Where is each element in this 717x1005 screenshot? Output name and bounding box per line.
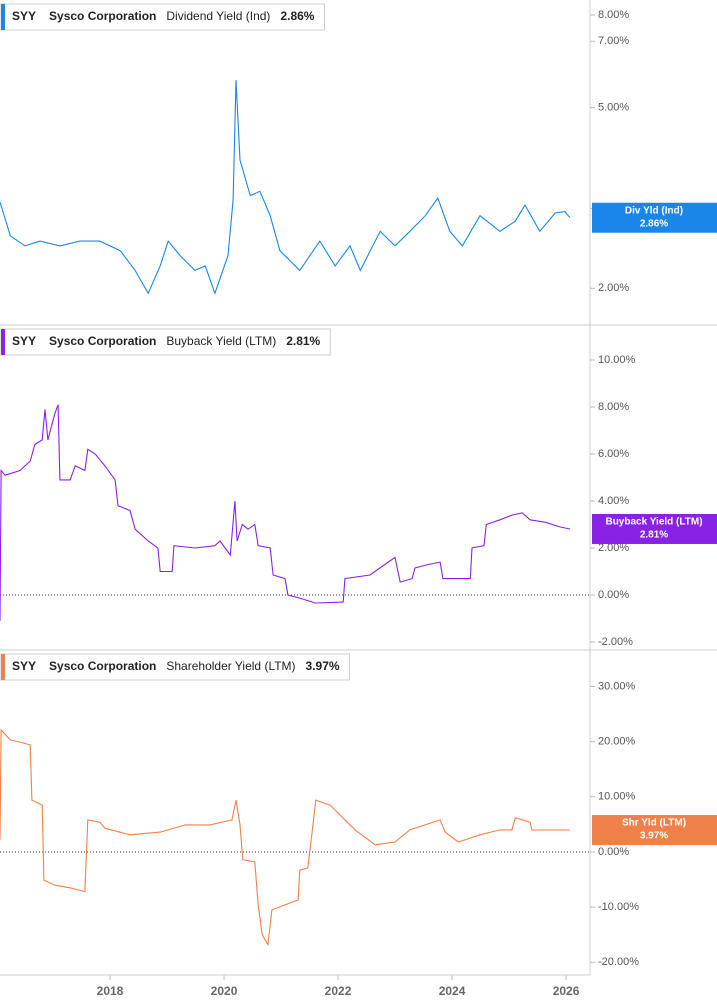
legend-value: 2.81% (286, 334, 320, 348)
y-tick-label: 0.00% (598, 846, 629, 858)
legend-company: Sysco Corporation (49, 9, 156, 23)
value-badge (592, 513, 717, 544)
legend-metric: Dividend Yield (Ind) (166, 9, 270, 23)
y-tick-label: 20.00% (598, 736, 636, 748)
legend: SYY Sysco Corporation Shareholder Yield (L… (0, 653, 351, 681)
legend: SYY Sysco Corporation Dividend Yield (Ind)… (0, 3, 325, 31)
badge-value: 2.86% (640, 218, 668, 229)
y-tick-label: 4.00% (598, 495, 629, 507)
value-badge (592, 815, 717, 846)
y-tick-label: -10.00% (598, 901, 639, 913)
badge-name: Buyback Yield (LTM) (605, 517, 702, 528)
y-tick-label: 30.00% (598, 680, 636, 692)
x-tick-label: 2022 (325, 984, 352, 998)
badge-value: 2.81% (640, 530, 668, 541)
legend-ticker: SYY (12, 659, 36, 673)
badge-name: Div Yld (Ind) (625, 205, 683, 216)
y-tick-label: 8.00% (598, 401, 629, 413)
y-tick-label: -2.00% (598, 636, 633, 648)
y-tick-label: 2.00% (598, 542, 629, 554)
y-tick-label: 5.00% (598, 102, 629, 114)
line-series (0, 80, 571, 295)
y-tick-label: 0.00% (598, 589, 629, 601)
x-tick-label: 2024 (439, 984, 466, 998)
badge-name: Shr Yld (LTM) (622, 818, 686, 829)
x-tick-label: 2018 (97, 984, 124, 998)
legend-company: Sysco Corporation (49, 659, 156, 673)
y-tick-label: -20.00% (598, 956, 639, 968)
legend-value: 3.97% (306, 659, 340, 673)
x-tick-label: 2026 (553, 984, 580, 998)
legend-marker (1, 4, 5, 30)
value-badge (592, 202, 717, 233)
y-tick-label: 8.00% (598, 9, 629, 21)
y-tick-label: 7.00% (598, 35, 629, 47)
legend-ticker: SYY (12, 334, 36, 348)
legend-marker (1, 654, 5, 680)
line-series (0, 404, 571, 621)
legend-metric: Buyback Yield (LTM) (166, 334, 276, 348)
legend-metric: Shareholder Yield (LTM) (166, 659, 295, 673)
y-tick-label: 2.00% (598, 282, 629, 294)
y-tick-label: 10.00% (598, 354, 636, 366)
legend-value: 2.86% (280, 9, 314, 23)
legend-marker (1, 329, 5, 355)
legend-company: Sysco Corporation (49, 334, 156, 348)
y-tick-label: 6.00% (598, 448, 629, 460)
legend: SYY Sysco Corporation Buyback Yield (LTM) 2… (0, 328, 331, 356)
legend-box (0, 328, 331, 356)
badge-value: 3.97% (640, 831, 668, 842)
x-tick-label: 2020 (211, 984, 238, 998)
legend-ticker: SYY (12, 9, 36, 23)
y-tick-label: 10.00% (598, 791, 636, 803)
legend-box (0, 653, 351, 681)
line-series (0, 728, 571, 947)
